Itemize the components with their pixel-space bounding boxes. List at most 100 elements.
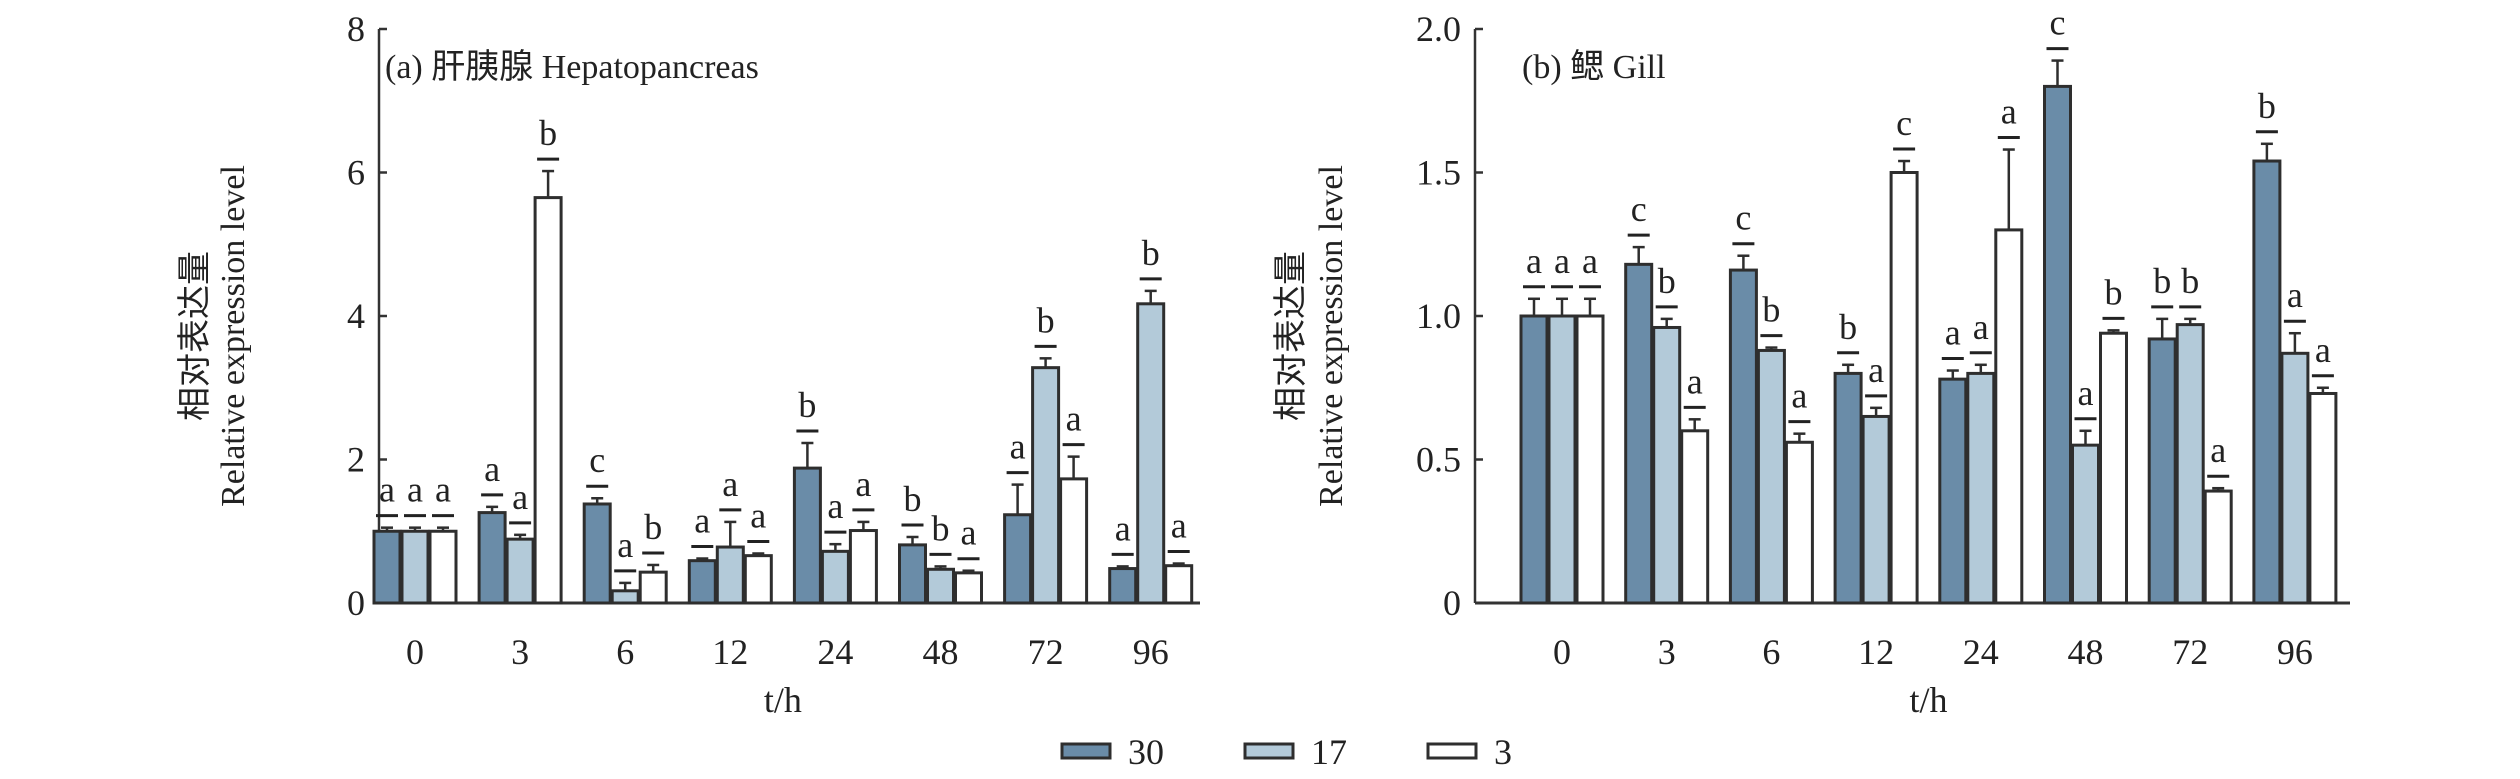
significance-letter: a	[961, 513, 977, 553]
significance-letter: a	[694, 501, 710, 541]
legend-item-3: 3	[1426, 732, 1512, 772]
bar-30	[792, 466, 822, 605]
y-axis-label-cn: 相对表达量	[1272, 251, 1310, 421]
significance-letter: a	[1582, 241, 1598, 281]
significance-letter: a	[1973, 307, 1989, 347]
x-tick-label: 24	[817, 632, 853, 672]
bar-3	[743, 554, 773, 605]
significance-letter: a	[1010, 427, 1026, 467]
bar-17	[1756, 348, 1786, 605]
legend-item-17: 17	[1243, 732, 1347, 772]
significance-letter: b	[1142, 233, 1160, 273]
y-tick-label: 0.5	[1416, 440, 1461, 480]
significance-letter: a	[484, 449, 500, 489]
x-tick-label: 96	[1133, 632, 1169, 672]
bar-30	[372, 529, 402, 605]
significance-letter: c	[589, 440, 605, 480]
legend-swatch	[1243, 742, 1295, 760]
bar-30	[582, 502, 612, 605]
significance-letter: b	[2153, 261, 2171, 301]
bar-30	[1624, 262, 1654, 605]
significance-letter: a	[2001, 92, 2017, 132]
legend-swatch	[1060, 742, 1112, 760]
x-tick-label: 24	[1963, 632, 1999, 672]
bar-30	[898, 543, 927, 605]
significance-letter: a	[512, 477, 528, 517]
significance-letter: b	[539, 113, 557, 153]
significance-letter: b	[932, 508, 950, 548]
significance-letter: a	[2315, 330, 2331, 370]
bar-17	[2280, 351, 2310, 605]
significance-letter: a	[435, 470, 451, 510]
y-tick-label: 8	[347, 9, 365, 49]
significance-letter: a	[1066, 399, 1082, 439]
significance-letter: a	[1868, 350, 1884, 390]
significance-letter: c	[1896, 103, 1912, 143]
bar-17	[2175, 323, 2205, 605]
x-tick-label: 3	[1658, 632, 1676, 672]
significance-letter: b	[1658, 261, 1676, 301]
chart-title: (b) 鳃 Gill	[1522, 48, 1666, 86]
y-axis-label: Relative expression level	[215, 165, 252, 507]
x-tick-label: 48	[2068, 632, 2104, 672]
significance-letter: a	[407, 470, 423, 510]
significance-letter: b	[904, 479, 922, 519]
bar-3	[533, 196, 563, 605]
legend-label: 30	[1128, 732, 1164, 772]
bar-3	[1784, 440, 1814, 605]
y-tick-label: 4	[347, 296, 365, 336]
bar-30	[687, 559, 717, 605]
bar-3	[1994, 228, 2024, 605]
bar-3	[2099, 331, 2128, 605]
bar-3	[1889, 171, 1919, 605]
bar-17	[1861, 414, 1891, 605]
significance-letter: a	[617, 525, 633, 565]
x-tick-label: 6	[616, 632, 634, 672]
bar-30	[1003, 513, 1033, 605]
x-tick-label: 3	[511, 632, 529, 672]
significance-letter: b	[2105, 272, 2123, 312]
bar-17	[715, 545, 745, 605]
significance-letter: a	[1945, 313, 1961, 353]
bar-3	[954, 571, 983, 605]
bar-17	[1966, 371, 1996, 605]
x-tick-label: 12	[1858, 632, 1894, 672]
x-tick-label: 72	[2172, 632, 2208, 672]
bar-17	[1547, 314, 1577, 605]
significance-letter: c	[1735, 198, 1751, 238]
legend: 30 17 3	[1060, 732, 1512, 772]
x-tick-label: 0	[1553, 632, 1571, 672]
x-tick-label: 0	[406, 632, 424, 672]
y-tick-label: 2	[347, 440, 365, 480]
x-axis-label: t/h	[764, 680, 802, 720]
bar-30	[1519, 314, 1549, 605]
significance-letter: b	[1839, 307, 1857, 347]
significance-letter: c	[1631, 189, 1647, 229]
legend-swatch	[1426, 742, 1478, 760]
x-tick-label: 72	[1028, 632, 1064, 672]
significance-letter: c	[2050, 3, 2066, 43]
significance-letter: a	[2287, 275, 2303, 315]
significance-letter: a	[855, 464, 871, 504]
bar-3	[1164, 564, 1194, 605]
y-tick-label: 1.0	[1416, 296, 1461, 336]
significance-letter: b	[2258, 86, 2276, 126]
significance-letter: a	[2210, 430, 2226, 470]
significance-letter: a	[2078, 373, 2094, 413]
bar-3	[2308, 391, 2338, 605]
x-tick-label: 48	[923, 632, 959, 672]
bar-30	[1938, 377, 1968, 605]
bar-30	[2043, 84, 2072, 605]
significance-letter: a	[1687, 361, 1703, 401]
significance-letter: a	[1526, 241, 1542, 281]
significance-letter: a	[379, 470, 395, 510]
significance-letter: a	[827, 486, 843, 526]
bar-30	[1833, 371, 1863, 605]
bar-30	[477, 511, 507, 605]
legend-label: 17	[1311, 732, 1347, 772]
significance-letter: b	[2181, 261, 2199, 301]
significance-letter: a	[1791, 376, 1807, 416]
legend-label: 3	[1494, 732, 1512, 772]
bar-3	[848, 529, 878, 605]
y-tick-label: 0	[347, 583, 365, 623]
